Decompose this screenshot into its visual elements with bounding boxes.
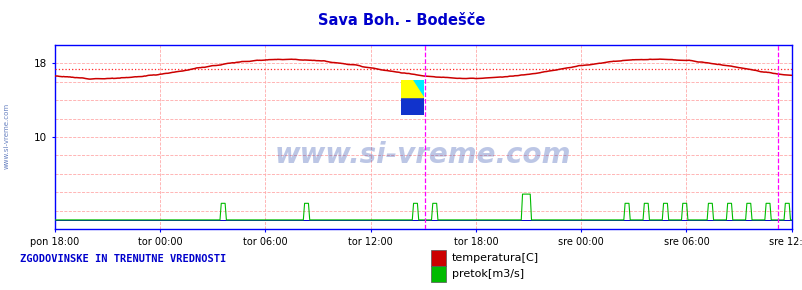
Text: www.si-vreme.com: www.si-vreme.com [3, 103, 10, 169]
Polygon shape [400, 80, 411, 97]
Text: ZGODOVINSKE IN TRENUTNE VREDNOSTI: ZGODOVINSKE IN TRENUTNE VREDNOSTI [20, 254, 226, 264]
Text: www.si-vreme.com: www.si-vreme.com [274, 142, 571, 169]
Text: temperatura[C]: temperatura[C] [452, 253, 538, 263]
Polygon shape [400, 80, 423, 97]
Polygon shape [411, 80, 423, 97]
Polygon shape [411, 80, 423, 97]
Polygon shape [400, 97, 423, 115]
Text: pretok[m3/s]: pretok[m3/s] [452, 269, 524, 279]
Text: Sava Boh. - Bodešče: Sava Boh. - Bodešče [318, 13, 484, 28]
